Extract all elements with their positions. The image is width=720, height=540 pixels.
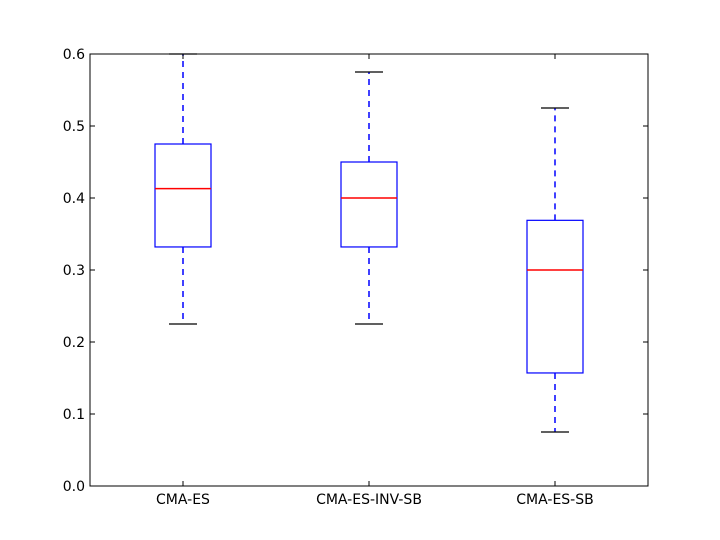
y-tick-label: 0.4 (63, 191, 85, 207)
x-tick-label: CMA-ES (156, 492, 210, 508)
y-tick-label: 0.3 (63, 263, 85, 279)
x-axis: CMA-ES CMA-ES-INV-SB CMA-ES-SB (156, 54, 594, 508)
y-tick-label: 0.2 (63, 335, 85, 351)
x-tick-label: CMA-ES-INV-SB (316, 492, 422, 508)
y-tick-label: 0.6 (63, 47, 85, 63)
iqr-box (154, 143, 212, 248)
iqr-box (526, 219, 584, 374)
iqr-box (340, 161, 398, 248)
plot-frame (89, 53, 649, 487)
y-tick-label: 0.5 (63, 119, 85, 135)
box-cma-es (154, 53, 212, 325)
y-tick-label: 0.0 (63, 479, 85, 495)
boxes-layer (154, 53, 584, 433)
box-cma-es-inv-sb (340, 71, 398, 325)
box-cma-es-sb (526, 107, 584, 433)
y-tick-label: 0.1 (63, 407, 85, 423)
x-tick-label: CMA-ES-SB (516, 492, 593, 508)
